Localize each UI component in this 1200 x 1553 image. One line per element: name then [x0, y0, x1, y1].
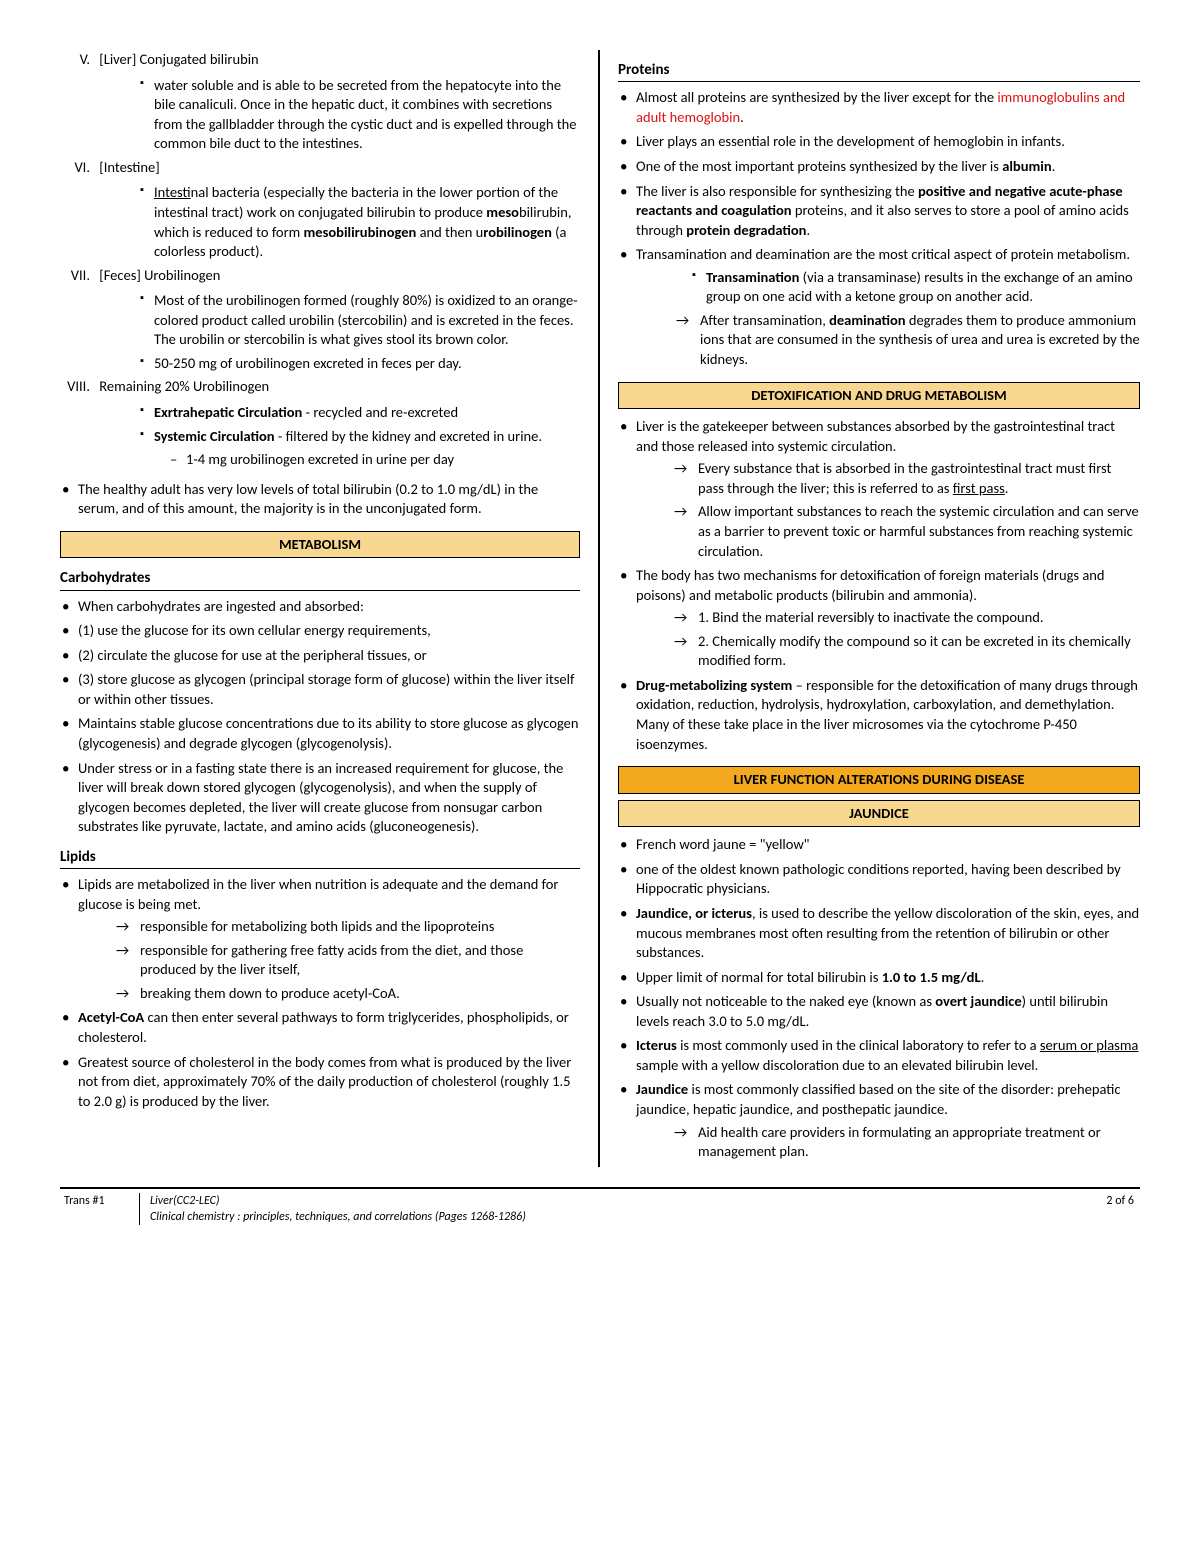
roman-numeral: VII.	[60, 266, 96, 286]
footer-page-number: 2 of 6	[1080, 1193, 1140, 1225]
list-item: 1-4 mg urobilinogen excreted in urine pe…	[170, 450, 580, 470]
list-item: Most of the urobilinogen formed (roughly…	[140, 291, 580, 350]
footer-citation: Clinical chemistry : principles, techniq…	[150, 1209, 1080, 1225]
list-item: breaking them down to produce acetyl-CoA…	[116, 984, 580, 1004]
list-item: 2. Chemically modify the compound so it …	[674, 632, 1140, 671]
list-text: Transamination and deamination are the m…	[636, 245, 1130, 263]
section-header-alterations: LIVER FUNCTION ALTERATIONS DURING DISEAS…	[618, 766, 1140, 794]
roman-text: [Liver] Conjugated bilirubin	[99, 50, 577, 70]
list-item: Aid health care providers in formulating…	[674, 1123, 1140, 1162]
list-item: Greatest source of cholesterol in the bo…	[60, 1053, 580, 1112]
list-item: Every substance that is absorbed in the …	[674, 459, 1140, 498]
list-item: Acetyl-CoA can then enter several pathwa…	[60, 1008, 580, 1047]
roman-text: Remaining 20% Urobilinogen	[99, 377, 577, 397]
sub-heading-lipids: Lipids	[60, 847, 580, 869]
list-item: Usually not noticeable to the naked eye …	[618, 992, 1140, 1031]
roman-text: [Intestine]	[99, 158, 577, 178]
list-item: Intestinal bacteria (especially the bact…	[140, 183, 580, 261]
list-item: Liver plays an essential role in the dev…	[618, 132, 1140, 152]
roman-item: VIII. Remaining 20% Urobilinogen	[60, 377, 580, 397]
list-item: 1. Bind the material reversibly to inact…	[674, 608, 1140, 628]
roman-numeral: VI.	[60, 158, 96, 178]
list-item: responsible for gathering free fatty aci…	[116, 941, 580, 980]
list-item: 50-250 mg of urobilinogen excreted in fe…	[140, 354, 580, 374]
roman-item: VI. [Intestine]	[60, 158, 580, 178]
list-item: French word jaune = "yellow"	[618, 835, 1140, 855]
list-item: Almost all proteins are synthesized by t…	[618, 88, 1140, 127]
list-text: Lipids are metabolized in the liver when…	[78, 875, 558, 913]
list-item: Transamination and deamination are the m…	[618, 245, 1140, 369]
list-item: one of the oldest known pathologic condi…	[618, 860, 1140, 899]
list-item: When carbohydrates are ingested and abso…	[60, 597, 580, 617]
list-text: Liver is the gatekeeper between substanc…	[636, 417, 1115, 455]
roman-item: VII. [Feces] Urobilinogen	[60, 266, 580, 286]
roman-text: [Feces] Urobilinogen	[99, 266, 577, 286]
roman-numeral: V.	[60, 50, 96, 70]
list-item: The healthy adult has very low levels of…	[60, 480, 580, 519]
page-body: V. [Liver] Conjugated bilirubin water so…	[60, 50, 1140, 1189]
list-item: Allow important substances to reach the …	[674, 502, 1140, 561]
list-item: Under stress or in a fasting state there…	[60, 759, 580, 837]
section-header-metabolism: METABOLISM	[60, 531, 580, 559]
list-item: Jaundice, or icterus, is used to describ…	[618, 904, 1140, 963]
footer-title: Liver(CC2-LEC)	[150, 1193, 1080, 1209]
list-text: The body has two mechanisms for detoxifi…	[636, 566, 1105, 604]
sub-heading-carbohydrates: Carbohydrates	[60, 568, 580, 590]
list-item: The liver is also responsible for synthe…	[618, 182, 1140, 241]
left-column: V. [Liver] Conjugated bilirubin water so…	[60, 50, 600, 1167]
list-item: Systemic Circulation - filtered by the k…	[140, 427, 580, 447]
list-item: Exrtrahepatic Circulation - recycled and…	[140, 403, 580, 423]
list-item: (2) circulate the glucose for use at the…	[60, 646, 580, 666]
right-column: Proteins Almost all proteins are synthes…	[600, 50, 1140, 1167]
list-item: Icterus is most commonly used in the cli…	[618, 1036, 1140, 1075]
list-item: (3) store glucose as glycogen (principal…	[60, 670, 580, 709]
list-text: Jaundice is most commonly classified bas…	[636, 1080, 1120, 1118]
list-item: Upper limit of normal for total bilirubi…	[618, 968, 1140, 988]
page-footer: Trans #1 Liver(CC2-LEC) Clinical chemist…	[60, 1189, 1140, 1239]
footer-source: Liver(CC2-LEC) Clinical chemistry : prin…	[140, 1193, 1080, 1225]
footer-trans: Trans #1	[60, 1193, 140, 1225]
roman-item: V. [Liver] Conjugated bilirubin	[60, 50, 580, 70]
list-item: The body has two mechanisms for detoxifi…	[618, 566, 1140, 671]
section-header-detox: DETOXIFICATION AND DRUG METABOLISM	[618, 382, 1140, 410]
list-item: responsible for metabolizing both lipids…	[116, 917, 580, 937]
list-item: Transamination (via a transaminase) resu…	[692, 268, 1140, 307]
section-header-jaundice: JAUNDICE	[618, 800, 1140, 828]
list-item: Liver is the gatekeeper between substanc…	[618, 417, 1140, 561]
list-item: One of the most important proteins synth…	[618, 157, 1140, 177]
list-item: (1) use the glucose for its own cellular…	[60, 621, 580, 641]
list-item: Jaundice is most commonly classified bas…	[618, 1080, 1140, 1161]
list-item: water soluble and is able to be secreted…	[140, 76, 580, 154]
sub-heading-proteins: Proteins	[618, 60, 1140, 82]
list-item: After transamination, deamination degrad…	[676, 311, 1140, 370]
roman-numeral: VIII.	[60, 377, 96, 397]
list-item: Maintains stable glucose concentrations …	[60, 714, 580, 753]
list-item: Drug-metabolizing system – responsible f…	[618, 676, 1140, 754]
list-item: Lipids are metabolized in the liver when…	[60, 875, 580, 1003]
